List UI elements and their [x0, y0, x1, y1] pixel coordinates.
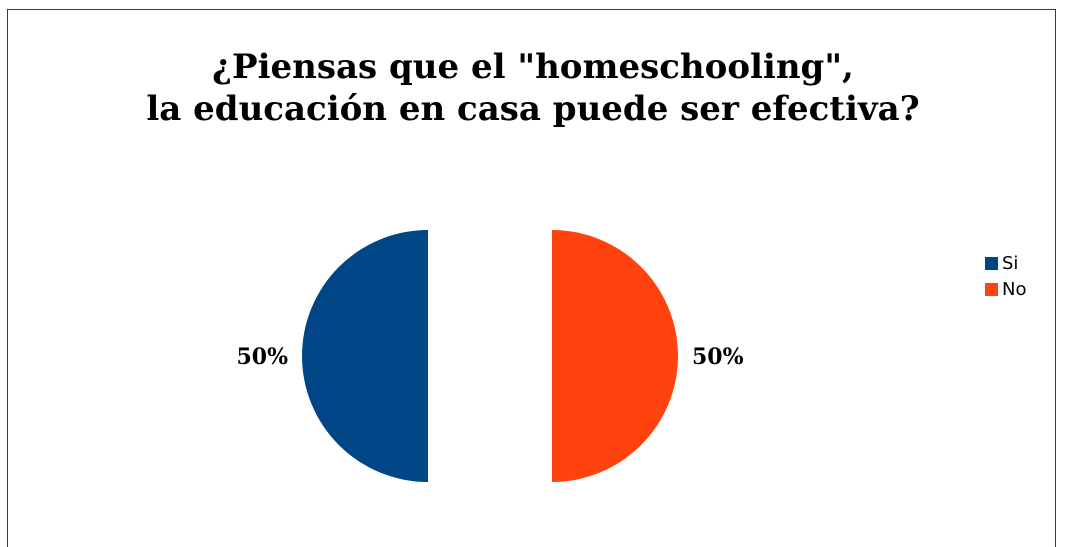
legend-item-no: No [985, 276, 1026, 302]
legend-label-si: Si [1002, 252, 1019, 274]
pie-slice-si [302, 230, 428, 482]
legend-swatch-no [985, 282, 998, 296]
legend-label-no: No [1002, 278, 1027, 300]
pie-slice-no [552, 230, 678, 482]
chart-title: ¿Piensas que el "homeschooling", la educ… [0, 46, 1066, 130]
data-label-no: 50% [692, 344, 744, 370]
data-label-si: 50% [236, 344, 288, 370]
chart-legend: Si No [985, 250, 1026, 302]
pie-slices [302, 230, 678, 482]
legend-item-si: Si [985, 250, 1026, 276]
chart-title-line-1: ¿Piensas que el "homeschooling", [212, 47, 854, 87]
pie-data-labels: 50% 50% [236, 344, 743, 370]
legend-swatch-si [985, 256, 998, 270]
chart-title-line-2: la educación en casa puede ser efectiva? [146, 89, 920, 129]
chart-frame [7, 9, 1056, 547]
